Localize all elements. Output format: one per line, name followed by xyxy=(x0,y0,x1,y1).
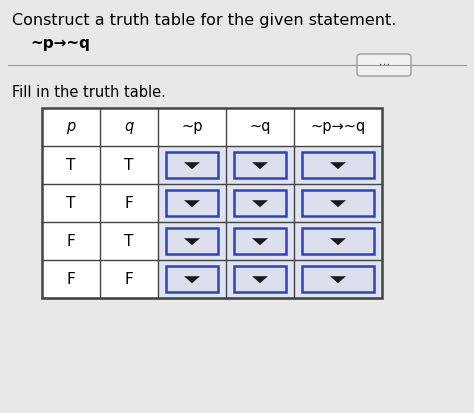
Text: T: T xyxy=(66,195,76,211)
Text: F: F xyxy=(67,271,75,287)
Polygon shape xyxy=(252,238,268,245)
Bar xyxy=(226,260,294,298)
Text: F: F xyxy=(67,233,75,249)
Bar xyxy=(100,222,158,260)
Bar xyxy=(234,266,286,292)
Bar xyxy=(166,228,218,254)
Bar xyxy=(158,222,226,260)
Bar xyxy=(294,146,382,184)
Bar xyxy=(42,222,100,260)
Polygon shape xyxy=(184,276,200,283)
Polygon shape xyxy=(330,162,346,169)
Text: ~p: ~p xyxy=(181,119,203,135)
Bar xyxy=(294,260,382,298)
Text: ~p→~q: ~p→~q xyxy=(30,36,90,51)
Text: ~p→~q: ~p→~q xyxy=(310,119,365,135)
Bar xyxy=(226,146,294,184)
Text: T: T xyxy=(124,233,134,249)
Bar xyxy=(234,228,286,254)
Bar xyxy=(158,260,226,298)
Bar xyxy=(166,266,218,292)
Text: F: F xyxy=(125,271,133,287)
Bar xyxy=(42,146,100,184)
Polygon shape xyxy=(184,162,200,169)
Bar xyxy=(226,222,294,260)
Bar xyxy=(166,152,218,178)
Bar xyxy=(302,152,374,178)
Polygon shape xyxy=(252,200,268,207)
Bar xyxy=(226,184,294,222)
Bar xyxy=(42,260,100,298)
Bar xyxy=(166,190,218,216)
Bar xyxy=(42,108,100,146)
Polygon shape xyxy=(330,276,346,283)
Text: F: F xyxy=(125,195,133,211)
Bar xyxy=(294,108,382,146)
Bar xyxy=(158,184,226,222)
Text: Construct a truth table for the given statement.: Construct a truth table for the given st… xyxy=(12,13,396,28)
Text: q: q xyxy=(124,119,134,135)
Bar xyxy=(302,266,374,292)
Text: ⋯: ⋯ xyxy=(378,60,390,70)
Bar xyxy=(158,108,226,146)
Bar xyxy=(226,108,294,146)
Bar xyxy=(158,146,226,184)
FancyBboxPatch shape xyxy=(357,54,411,76)
Bar xyxy=(100,184,158,222)
Text: T: T xyxy=(66,157,76,173)
Bar xyxy=(234,152,286,178)
Bar xyxy=(100,260,158,298)
Text: ~q: ~q xyxy=(249,119,271,135)
Bar xyxy=(42,184,100,222)
Bar xyxy=(100,146,158,184)
Text: p: p xyxy=(66,119,76,135)
Bar xyxy=(42,108,382,298)
Text: T: T xyxy=(124,157,134,173)
Polygon shape xyxy=(252,162,268,169)
Polygon shape xyxy=(330,200,346,207)
Bar xyxy=(294,222,382,260)
Bar xyxy=(302,190,374,216)
Polygon shape xyxy=(184,200,200,207)
Polygon shape xyxy=(252,276,268,283)
Polygon shape xyxy=(184,238,200,245)
Bar xyxy=(294,184,382,222)
Bar xyxy=(234,190,286,216)
Bar xyxy=(100,108,158,146)
Polygon shape xyxy=(330,238,346,245)
Bar xyxy=(302,228,374,254)
Text: Fill in the truth table.: Fill in the truth table. xyxy=(12,85,166,100)
